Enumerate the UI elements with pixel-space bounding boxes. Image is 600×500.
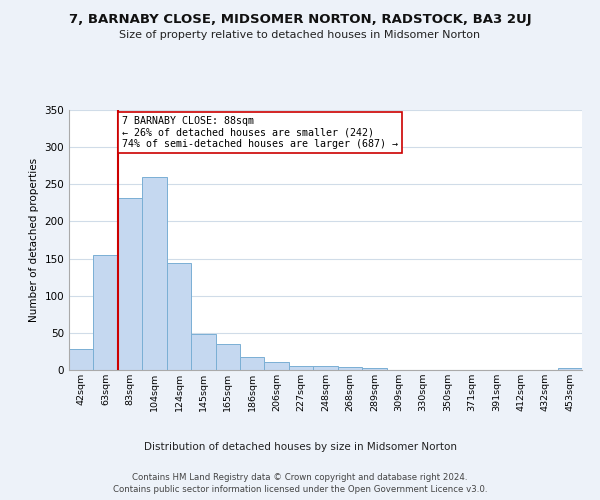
- Bar: [338, 367, 362, 370]
- Bar: [142, 177, 167, 370]
- Bar: [191, 334, 215, 370]
- Bar: [167, 263, 191, 370]
- Text: 7, BARNABY CLOSE, MIDSOMER NORTON, RADSTOCK, BA3 2UJ: 7, BARNABY CLOSE, MIDSOMER NORTON, RADST…: [68, 12, 532, 26]
- Text: Contains public sector information licensed under the Open Government Licence v3: Contains public sector information licen…: [113, 485, 487, 494]
- Bar: [69, 349, 94, 370]
- Y-axis label: Number of detached properties: Number of detached properties: [29, 158, 39, 322]
- Bar: [240, 356, 265, 370]
- Bar: [215, 344, 240, 370]
- Bar: [362, 368, 386, 370]
- Bar: [118, 198, 142, 370]
- Bar: [557, 368, 582, 370]
- Bar: [265, 362, 289, 370]
- Text: Size of property relative to detached houses in Midsomer Norton: Size of property relative to detached ho…: [119, 30, 481, 40]
- Text: 7 BARNABY CLOSE: 88sqm
← 26% of detached houses are smaller (242)
74% of semi-de: 7 BARNABY CLOSE: 88sqm ← 26% of detached…: [122, 116, 398, 149]
- Bar: [313, 366, 338, 370]
- Text: Distribution of detached houses by size in Midsomer Norton: Distribution of detached houses by size …: [143, 442, 457, 452]
- Bar: [289, 366, 313, 370]
- Text: Contains HM Land Registry data © Crown copyright and database right 2024.: Contains HM Land Registry data © Crown c…: [132, 472, 468, 482]
- Bar: [94, 255, 118, 370]
